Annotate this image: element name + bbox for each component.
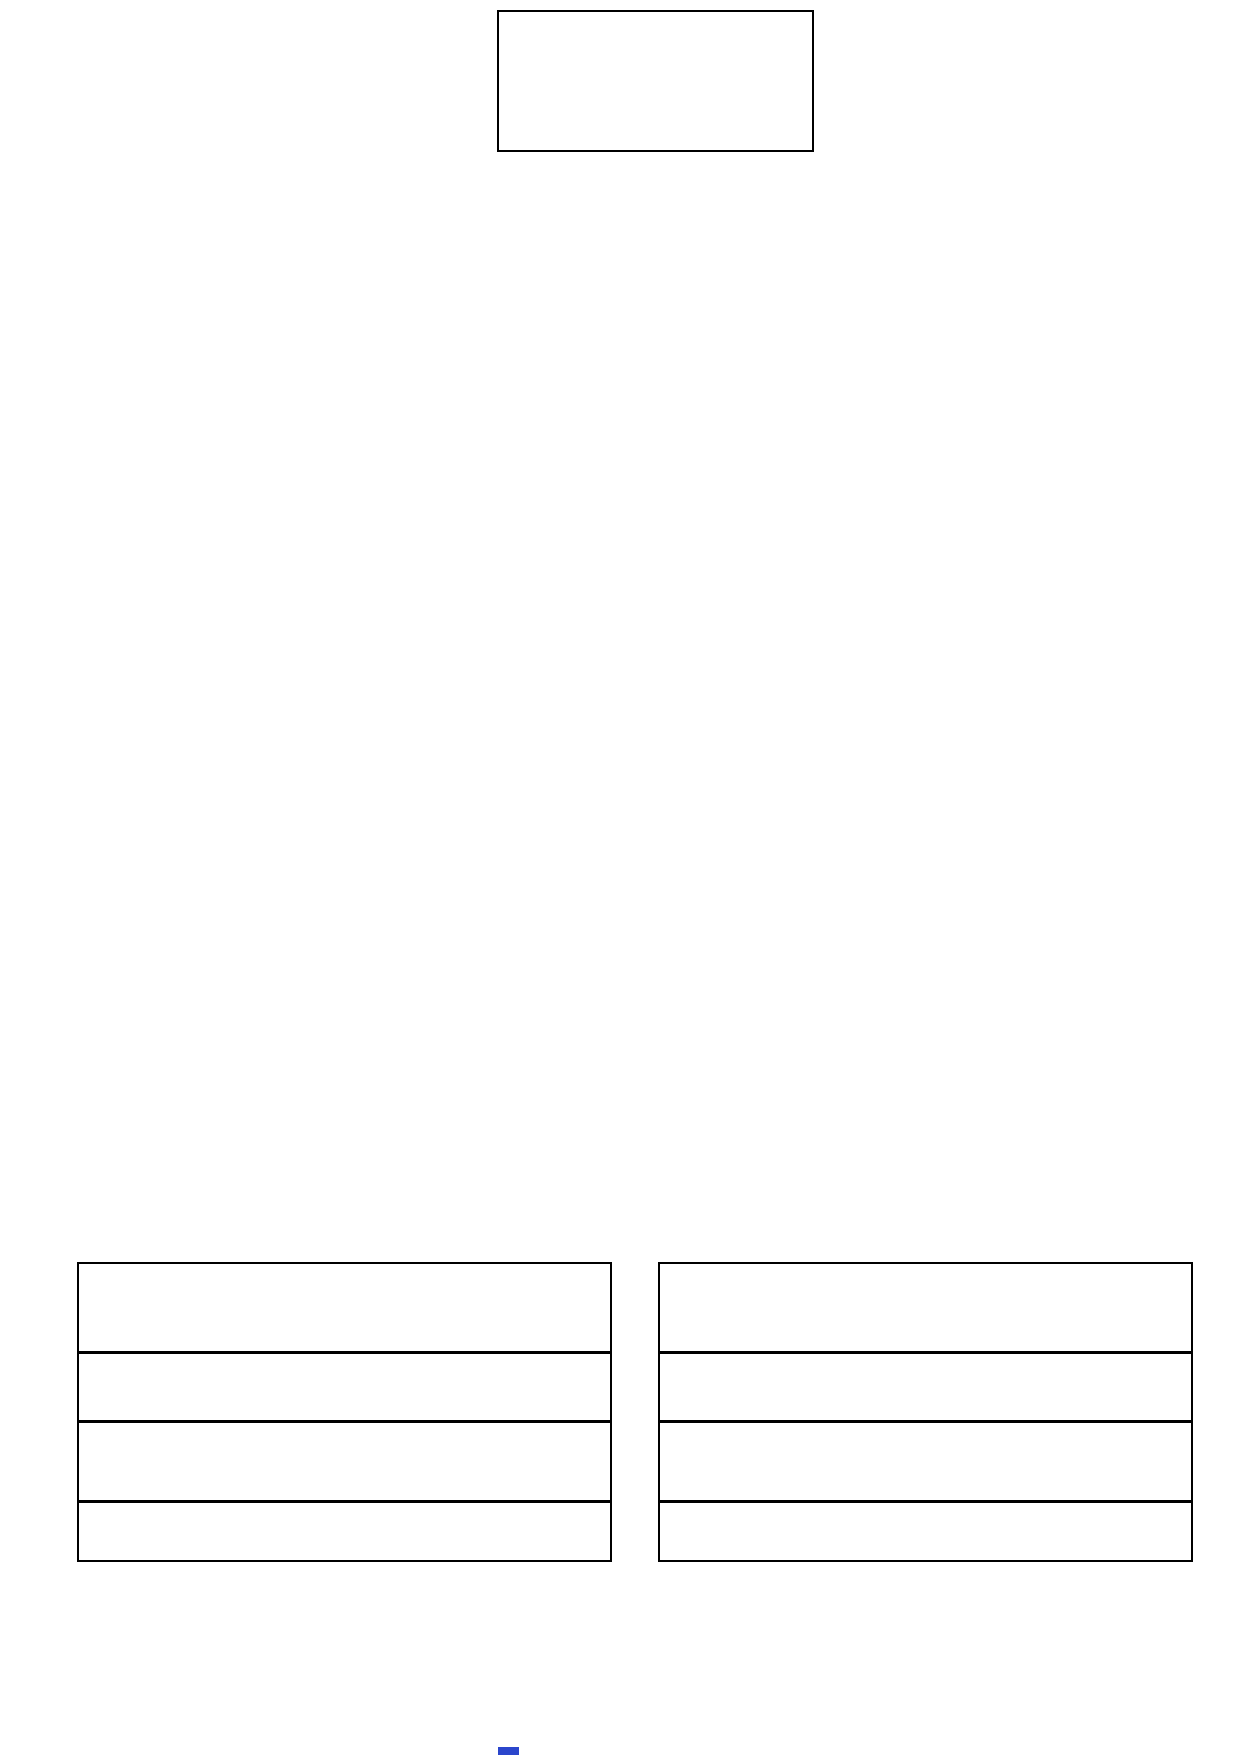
page-footer-mark (498, 1747, 519, 1755)
legend-title-row (79, 1264, 610, 1354)
rms-pro-logo (100, 15, 410, 165)
legend-footer-row (660, 1503, 1191, 1560)
mi-systems-logo (733, 5, 1098, 163)
legend-values-row (79, 1423, 610, 1503)
legend-title-row (660, 1264, 1191, 1354)
legend-footer-row (79, 1503, 610, 1560)
dyno-chart (0, 160, 1241, 1250)
legend-values-row (660, 1423, 1191, 1503)
legend-color-bar-blue (629, 1272, 654, 1550)
shop-address-box (497, 10, 814, 152)
legend-box-run1 (77, 1262, 612, 1562)
legend-box-run2 (658, 1262, 1193, 1562)
legend-empty-row (660, 1354, 1191, 1423)
legend-color-bar-pink (49, 1272, 74, 1550)
legend-empty-row (79, 1354, 610, 1423)
